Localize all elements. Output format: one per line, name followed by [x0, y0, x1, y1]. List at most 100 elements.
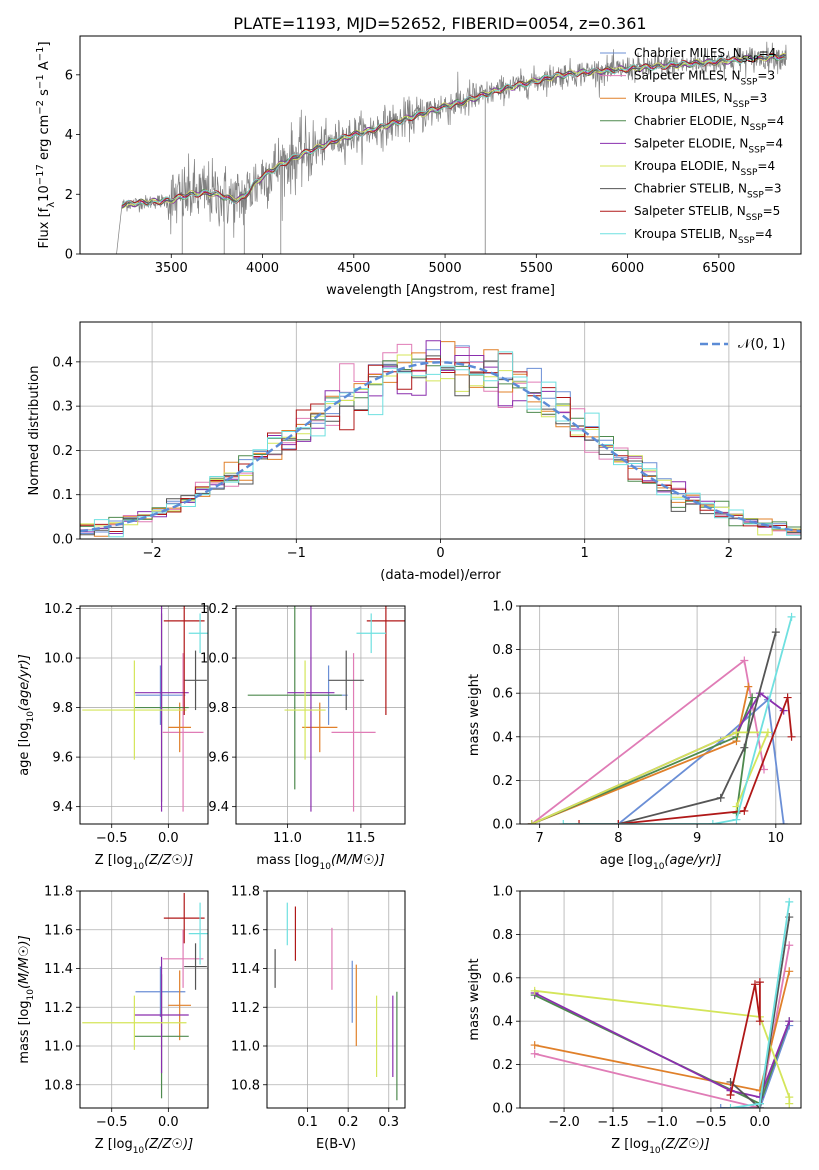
- x-tick-label: 11.0: [273, 831, 302, 846]
- x-tick-label: 10: [768, 831, 785, 846]
- y-axis-label: Flux [fλ10−17 erg cm−2 s−1 A−1]: [35, 41, 57, 248]
- y-tick-label: 10.2: [44, 602, 73, 617]
- weight-marker: [750, 980, 759, 989]
- plot-content: [116, 41, 787, 254]
- weight-marker: [785, 941, 794, 950]
- y-tick-label: 10.8: [231, 1078, 260, 1093]
- model-fit-salpeter-stelib: [121, 53, 786, 207]
- weight-marker: [760, 765, 769, 774]
- weight-marker: [748, 693, 757, 702]
- x-tick-label: −1: [287, 546, 306, 561]
- x-tick-label: −0.5: [96, 1115, 128, 1130]
- y-tick-label: 11.2: [231, 1001, 260, 1016]
- x-axis-label: E(B-V): [316, 1137, 356, 1152]
- x-axis-label: Z [log10(Z/Z☉)]: [95, 1137, 193, 1156]
- x-tick-label: 0.3: [378, 1115, 399, 1130]
- y-tick-label: 1.0: [492, 600, 513, 615]
- x-tick-label: 4000: [246, 261, 279, 276]
- y-tick-label: 9.6: [52, 751, 73, 766]
- y-tick-label: 9.6: [208, 751, 229, 766]
- x-tick-label: 0: [436, 546, 444, 561]
- panel-spectrum: 3500 4000 4500 5000 5500 6000 6500 0 2 4 6 waveleng…: [35, 35, 802, 298]
- weight-marker: [785, 897, 794, 906]
- x-tick-label: 8: [614, 831, 622, 846]
- y-axis-label: mass weight: [467, 674, 482, 756]
- y-tick-label: 0.4: [492, 1015, 513, 1030]
- x-axis-label: Z [log10(Z/Z☉)]: [95, 853, 193, 872]
- observed-spectrum: [116, 41, 787, 254]
- y-tick-label: 10.2: [200, 602, 229, 617]
- plot-content: [80, 340, 801, 538]
- weight-marker: [732, 815, 741, 824]
- y-tick-label: 0.6: [492, 687, 513, 702]
- y-tick-label: 11.8: [231, 885, 260, 900]
- histogram-step: [80, 354, 801, 536]
- y-axis-label: mass weight: [467, 958, 482, 1040]
- weight-marker: [785, 1099, 794, 1108]
- y-tick-label: 9.4: [52, 800, 73, 815]
- x-tick-label: −1.0: [646, 1115, 678, 1130]
- weight-marker: [779, 820, 788, 824]
- plot-content: [82, 892, 208, 1099]
- weight-marker: [755, 1099, 764, 1108]
- legend-label: Chabrier MILES, NSSP=4: [634, 46, 776, 65]
- y-axis-label: age [log10(age/yr)]: [17, 654, 36, 776]
- y-tick-label: 11.0: [44, 1040, 73, 1055]
- weight-marker: [740, 806, 749, 815]
- weight-marker: [716, 1104, 725, 1108]
- x-tick-label: 2: [725, 546, 733, 561]
- y-tick-label: 9.8: [52, 701, 73, 716]
- weight-marker: [530, 986, 539, 995]
- x-tick-label: 0.0: [158, 831, 179, 846]
- weight-line: [729, 916, 791, 1108]
- plot-area: [236, 606, 405, 824]
- x-axis-label: wavelength [Angstrom, rest frame]: [326, 283, 555, 298]
- plot-content: [527, 612, 796, 824]
- x-tick-label: 11.5: [346, 831, 375, 846]
- panel-weight_vs_age: 7 8 9 10 0.0 0.2 0.4 0.6 0.8 1.0 age [log10(age/yr…: [467, 600, 802, 872]
- y-tick-label: 11.6: [44, 923, 73, 938]
- y-tick-label: 0.1: [52, 488, 73, 503]
- x-tick-label: 0.0: [158, 1115, 179, 1130]
- y-tick-label: 0.8: [492, 643, 513, 658]
- y-tick-label: 0.4: [492, 730, 513, 745]
- y-tick-label: 10.0: [200, 652, 229, 667]
- x-tick-label: 1: [581, 546, 589, 561]
- axes-frame: [79, 605, 209, 825]
- x-tick-label: −1.5: [597, 1115, 629, 1130]
- axes-frame: [235, 605, 406, 825]
- y-tick-label: 1.0: [492, 885, 513, 900]
- plot-area: [520, 606, 801, 824]
- y-tick-label: 4: [65, 128, 73, 143]
- legend-label: Chabrier STELIB, NSSP=3: [634, 182, 782, 201]
- weight-marker: [530, 1041, 539, 1050]
- gaussian-reference-curve: [80, 361, 801, 533]
- weight-marker: [740, 743, 749, 752]
- plot-area: [520, 891, 801, 1108]
- x-tick-label: 6500: [702, 261, 735, 276]
- axes-frame: [79, 321, 802, 540]
- legend-label: Kroupa STELIB, NSSP=4: [634, 227, 772, 246]
- weight-marker: [527, 820, 536, 824]
- y-tick-label: 11.8: [44, 885, 73, 900]
- legend-label: Kroupa MILES, NSSP=3: [634, 91, 767, 110]
- axes-frame: [79, 890, 209, 1109]
- y-tick-label: 0.3: [52, 400, 73, 415]
- weight-marker: [783, 693, 792, 702]
- legend-label: Chabrier ELODIE, NSSP=4: [634, 114, 784, 133]
- plot-content: [82, 606, 208, 812]
- weight-marker: [726, 1104, 735, 1108]
- axes-frame: [79, 35, 802, 255]
- x-tick-label: −2.0: [548, 1115, 580, 1130]
- x-tick-label: 3500: [155, 261, 188, 276]
- y-tick-label: 9.8: [208, 701, 229, 716]
- panel-residuals: −2 −1 0 1 2 0.0 0.1 0.2 0.3 0.4 𝒩(0, 1) (data-model…: [27, 321, 802, 583]
- x-tick-label: 4500: [337, 261, 370, 276]
- model-fit-kroupa-stelib: [121, 53, 786, 207]
- x-axis-label: (data-model)/error: [380, 568, 501, 583]
- weight-marker: [614, 820, 623, 824]
- y-tick-label: 0.0: [52, 533, 73, 548]
- x-tick-label: −0.5: [695, 1115, 727, 1130]
- panel-weight_vs_Z: −2.0 −1.5 −1.0 −0.5 0.0 0.0 0.2 0.4 0.6 0.8 1.0 Z […: [467, 885, 802, 1156]
- x-tick-label: 5000: [429, 261, 462, 276]
